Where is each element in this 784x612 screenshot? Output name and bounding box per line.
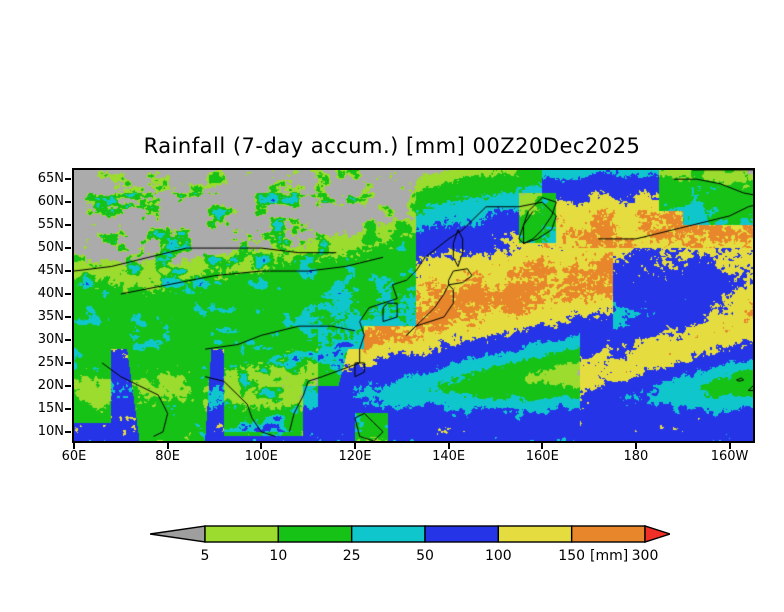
y-axis-tick-label: 50N — [37, 240, 64, 256]
y-axis-tick — [65, 270, 71, 273]
x-axis-tick-label: 160E — [525, 449, 559, 464]
x-axis-tick — [73, 443, 75, 449]
colorbar-tick-label: 25 — [342, 548, 361, 564]
x-axis-tick — [353, 443, 356, 449]
colorbar-segment — [497, 525, 573, 543]
colorbar-tick-label: 50 — [416, 548, 434, 564]
x-axis-tick — [634, 443, 637, 449]
x-axis-tick-label: 180 — [623, 449, 649, 464]
x-axis-tick-label: 60E — [61, 449, 87, 464]
y-axis-tick — [65, 338, 71, 341]
colorbar-tick-label: 150 — [558, 548, 586, 564]
x-axis-tick — [166, 443, 169, 449]
y-axis-tick — [65, 247, 71, 250]
x-axis-tick — [728, 443, 731, 449]
y-axis-tick-label: 40N — [37, 286, 64, 302]
y-axis-tick-label: 30N — [37, 331, 64, 347]
colorbar-segment — [277, 525, 353, 543]
x-axis-tick — [260, 443, 263, 449]
y-axis-tick-label: 45N — [37, 263, 64, 279]
colorbar-segment — [570, 525, 646, 543]
x-axis-tick — [447, 443, 450, 449]
x-axis-tick-label: 80E — [155, 449, 181, 464]
y-axis-tick — [65, 407, 71, 410]
y-axis-tick — [65, 361, 71, 364]
y-axis-tick — [65, 293, 71, 296]
rainfall-raster — [74, 170, 753, 441]
colorbar-unit-label: [mm] — [590, 548, 629, 564]
x-axis-tick-label: 160W — [710, 449, 749, 464]
page-title: Rainfall (7-day accum.) [mm] 00Z20Dec202… — [143, 134, 641, 158]
colorbar-tick-label: 300 — [631, 548, 659, 564]
x-axis-tick-label: 100E — [244, 449, 278, 464]
y-axis-tick-label: 25N — [37, 354, 64, 370]
colorbar-segment — [350, 525, 426, 543]
colorbar-left-arrow — [150, 525, 206, 543]
colorbar-right-arrow — [644, 525, 670, 543]
x-axis-tick-label: 120E — [338, 449, 372, 464]
x-axis-tick-label: 140E — [432, 449, 466, 464]
y-axis-tick-label: 60N — [37, 194, 64, 210]
y-axis-tick — [65, 201, 71, 204]
map-panel[interactable] — [72, 168, 755, 443]
colorbar-tick-label: 5 — [200, 548, 210, 564]
y-axis-tick — [65, 384, 71, 387]
y-axis-tick-label: 15N — [37, 400, 64, 416]
colorbar[interactable]: [mm] 5 10 25 50 100 150 300 — [150, 518, 670, 578]
y-axis-tick-label: 55N — [37, 217, 64, 233]
y-axis-tick-label: 20N — [37, 377, 64, 393]
colorbar-segment — [424, 525, 500, 543]
colorbar-tick-label: 100 — [484, 548, 512, 564]
colorbar-tick-label: 10 — [269, 548, 288, 564]
colorbar-swatches — [150, 525, 670, 543]
y-axis-tick-label: 65N — [37, 171, 64, 187]
y-axis-tick — [65, 315, 71, 318]
y-axis-tick — [65, 178, 71, 181]
y-axis-tick — [65, 430, 71, 433]
y-axis-tick-label: 10N — [37, 423, 64, 439]
colorbar-segment — [204, 525, 280, 543]
x-axis-tick — [541, 443, 544, 449]
y-axis-tick-label: 35N — [37, 308, 64, 324]
y-axis-tick — [65, 224, 71, 227]
